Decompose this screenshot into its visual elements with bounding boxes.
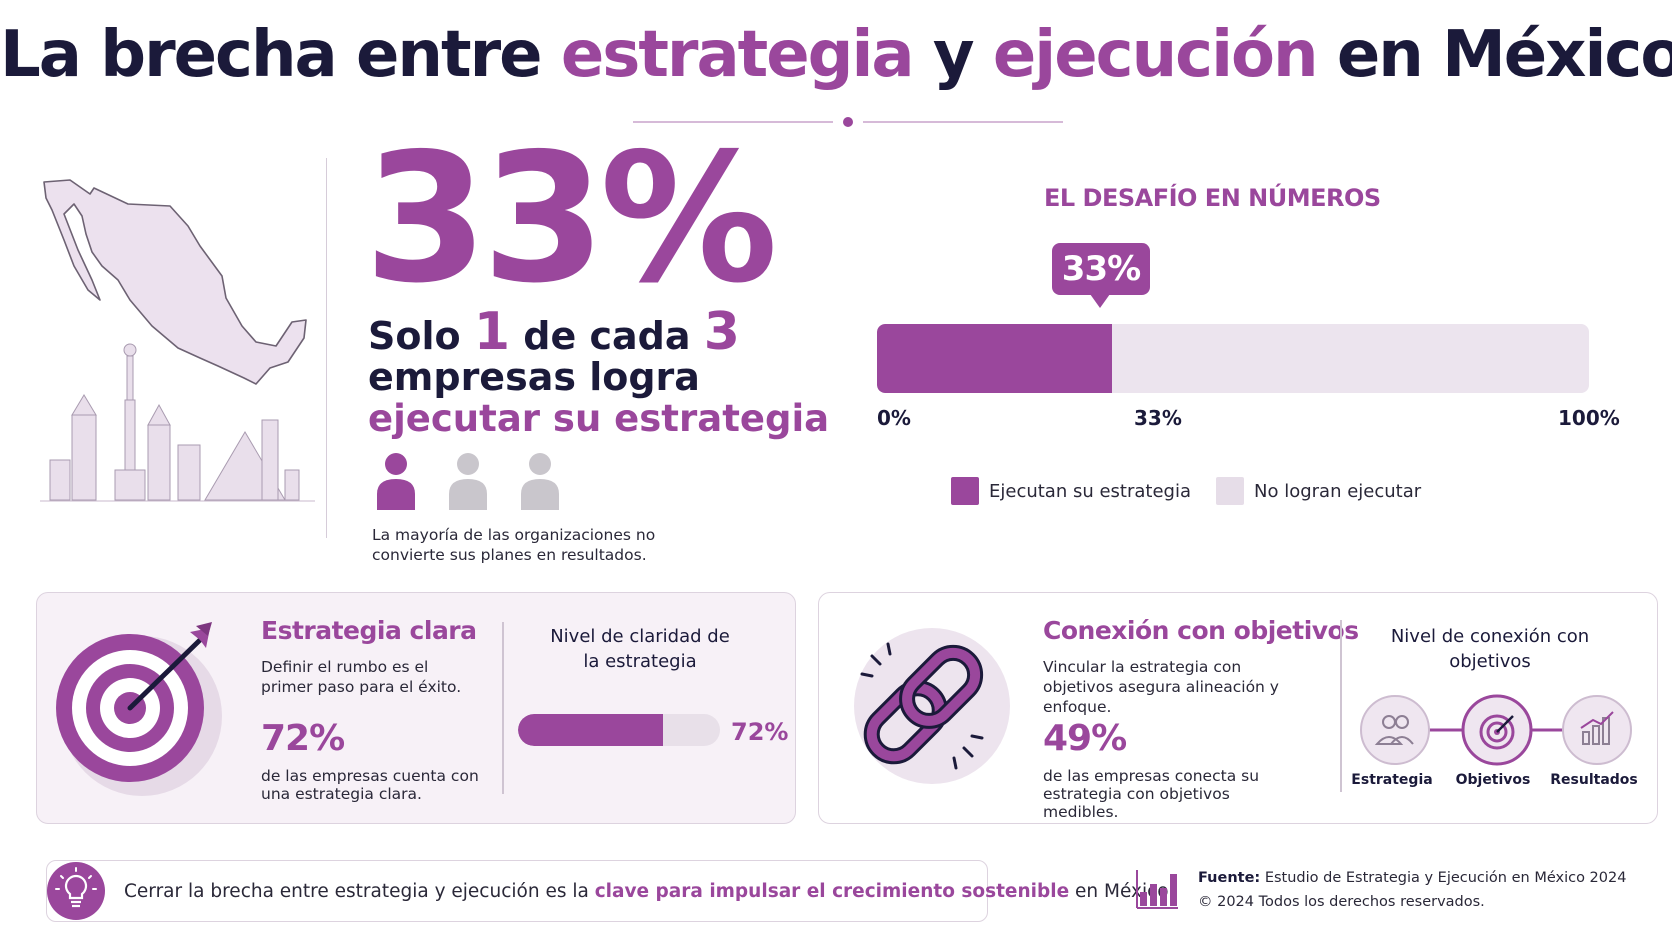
bar-chart-icon [1562, 695, 1632, 765]
card2-percent: 49% [1043, 718, 1127, 759]
hero-description: La mayoría de las organizaciones no conv… [372, 526, 656, 564]
footer-text: en México. [1069, 881, 1175, 902]
clarity-progress-bar [518, 714, 720, 746]
card2-title: Conexión con objetivos [1043, 616, 1359, 645]
execution-progress-bar [877, 324, 1589, 393]
person-icon [377, 453, 415, 510]
lightbulb-icon [47, 862, 105, 920]
footer-message-box [46, 860, 988, 922]
legend-label-not-execute: No logran ejecutar [1254, 481, 1422, 502]
progress-callout: 33% [1052, 243, 1150, 295]
title-text: y [912, 18, 993, 92]
source-text: Estudio de Estrategia y Ejecución en Méx… [1260, 870, 1627, 886]
hero-line-2: empresas logra [368, 355, 700, 399]
axis-label-100: 100% [1558, 406, 1620, 430]
legend-swatch-execute [951, 477, 979, 505]
title-text: La brecha entre [0, 18, 561, 92]
legend-label-execute: Ejecutan su estrategia [989, 481, 1192, 502]
axis-label-33: 33% [1134, 406, 1182, 430]
callout-pointer [1090, 294, 1110, 308]
axis-label-0: 0% [877, 406, 911, 430]
hero-divider [326, 158, 327, 538]
hero-big-percent: 33% [364, 115, 778, 322]
hero-text: de cada [510, 314, 704, 358]
clarity-progress-label: 72% [731, 718, 789, 746]
card2-level-title: Nivel de conexión con objetivos [1390, 626, 1590, 672]
card1-percent-description: de las empresas cuenta con una estrategi… [261, 767, 479, 803]
card1-percent: 72% [261, 718, 345, 759]
mexico-map-icon [40, 179, 315, 502]
person-icon [449, 453, 487, 510]
card1-divider [502, 622, 504, 794]
card2-divider [1340, 620, 1342, 792]
title-text: en México [1316, 18, 1672, 92]
source-credit: Fuente: Estudio de Estrategia y Ejecució… [1198, 870, 1626, 886]
hero-text: Solo [368, 314, 474, 358]
card2-percent-description: de las empresas conecta su estrategia co… [1043, 767, 1260, 821]
person-icon [521, 453, 559, 510]
target-icon [56, 622, 222, 796]
flow-label-objectives: Objetivos [1455, 772, 1531, 788]
clarity-progress-fill [518, 714, 664, 746]
chain-link-icon [854, 628, 1010, 784]
title-divider [633, 117, 1063, 127]
numbers-section-title: EL DESAFÍO EN NÚMEROS [1044, 184, 1381, 212]
hero-line-3: ejecutar su estrategia [368, 397, 830, 440]
strategy-flow-diagram [1360, 694, 1632, 766]
execution-progress-fill [877, 324, 1112, 393]
footer-highlight: clave para impulsar el crecimiento soste… [594, 881, 1070, 902]
people-icon [1360, 695, 1430, 765]
flow-label-results: Resultados [1550, 772, 1638, 788]
target-icon [1461, 694, 1533, 766]
copyright: © 2024 Todos los derechos reservados. [1198, 894, 1485, 910]
card1-description: Definir el rumbo es el primer paso para … [261, 658, 462, 696]
footer-text: Cerrar la brecha entre estrategia y ejec… [124, 881, 595, 902]
flow-label-strategy: Estrategia [1351, 772, 1433, 788]
hero-line-1: Solo 1 de cada 3 [368, 306, 740, 358]
footer-message: Cerrar la brecha entre estrategia y ejec… [124, 881, 1174, 902]
card1-title: Estrategia clara [261, 616, 477, 645]
bar-chart-icon [1136, 870, 1178, 909]
title-highlight-strategy: estrategia [560, 18, 915, 92]
legend-swatch-not-execute [1216, 477, 1244, 505]
hero-number-3: 3 [703, 302, 740, 362]
card1-level-title: Nivel de claridad de la estrategia [550, 626, 730, 672]
title-highlight-execution: ejecución [992, 18, 1319, 92]
hero-number-1: 1 [473, 302, 511, 362]
people-ratio-icons [377, 453, 559, 510]
page-title: La brecha entre estrategia y ejecución e… [0, 18, 1672, 92]
card2-description: Vincular la estrategia con objetivos ase… [1043, 658, 1279, 716]
source-label: Fuente: [1198, 870, 1261, 886]
